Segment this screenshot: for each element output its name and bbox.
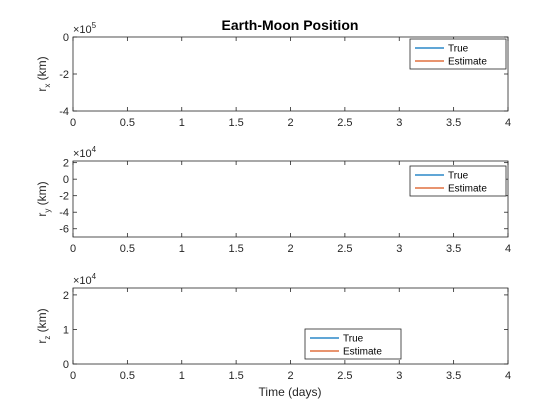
x-tick-label: 0 (70, 243, 76, 255)
y-tick-label: 2 (63, 158, 69, 170)
axes-frame (72, 287, 509, 365)
x-tick-label: 0.5 (120, 117, 135, 129)
y-tick-label: 0 (63, 32, 69, 44)
x-tick-label: 3 (396, 243, 402, 255)
legend-box (409, 38, 507, 70)
y-exponent-label: ×105 (73, 21, 97, 36)
x-tick-label: 2.5 (337, 243, 352, 255)
y-exponent-label: ×104 (73, 272, 97, 287)
x-tick-label: 3.5 (446, 370, 461, 382)
subplot-1: 0 0.5 1 1.5 2 2.5 3 3.5 4 -4 -2 0 ×105 rx (km) True Est… (35, 21, 511, 129)
x-tick-label: 0.5 (120, 243, 135, 255)
x-axis-label: Time (days) (259, 385, 322, 399)
legend-entry-true: True (343, 334, 364, 345)
legend-entry-true: True (448, 44, 469, 55)
y-tick-label: -4 (59, 207, 69, 219)
x-tick-label: 4 (505, 117, 511, 129)
x-tick-label: 2 (287, 243, 293, 255)
y-exponent-label: ×104 (73, 145, 97, 160)
x-tick-label: 2.5 (337, 117, 352, 129)
x-tick-label: 3.5 (446, 243, 461, 255)
x-tick-label: 3 (396, 370, 402, 382)
y-tick-label: -2 (59, 69, 69, 81)
y-axis-label: ry (km) (35, 181, 52, 216)
subplot-2: 0 0.5 1 1.5 2 2.5 3 3.5 4 -6 -4 -2 0 2 ×104 ry (km) True… (35, 145, 511, 255)
legend-entry-estimate: Estimate (448, 57, 487, 68)
x-tick-label: 1.5 (228, 243, 243, 255)
x-tick-label: 3.5 (446, 117, 461, 129)
legend: True Estimate (304, 328, 402, 360)
y-tick-label: 2 (63, 290, 69, 302)
legend-box (304, 328, 402, 360)
y-tick-label: 0 (63, 174, 69, 186)
y-tick-label: 1 (63, 324, 69, 336)
x-tick-label: 1 (179, 370, 185, 382)
x-tick-label: 0.5 (120, 370, 135, 382)
legend-entry-true: True (448, 171, 469, 182)
y-tick-label: -6 (59, 224, 69, 236)
subplot-3: 0 0.5 1 1.5 2 2.5 3 3.5 4 0 1 2 ×104 rz (km) True Estim… (35, 272, 511, 382)
x-tick-label: 3 (396, 117, 402, 129)
x-tick-label: 4 (505, 370, 511, 382)
x-tick-label: 2 (287, 370, 293, 382)
x-tick-label: 2 (287, 117, 293, 129)
chart-title: Earth-Moon Position (222, 17, 359, 33)
y-tick-label: 0 (63, 359, 69, 371)
legend-box (409, 165, 507, 197)
x-tick-label: 1.5 (228, 370, 243, 382)
x-tick-label: 0 (70, 117, 76, 129)
x-tick-label: 0 (70, 370, 76, 382)
x-tick-label: 4 (505, 243, 511, 255)
y-axis-label: rz (km) (35, 308, 52, 343)
legend-entry-estimate: Estimate (343, 347, 382, 358)
x-tick-label: 1 (179, 243, 185, 255)
y-axis-label: rx (km) (35, 56, 52, 91)
x-tick-label: 1.5 (228, 117, 243, 129)
y-tick-label: -4 (59, 106, 69, 118)
legend: True Estimate (409, 38, 507, 70)
legend-entry-estimate: Estimate (448, 184, 487, 195)
legend: True Estimate (409, 165, 507, 197)
x-tick-label: 1 (179, 117, 185, 129)
y-tick-label: -2 (59, 191, 69, 203)
x-tick-label: 2.5 (337, 370, 352, 382)
